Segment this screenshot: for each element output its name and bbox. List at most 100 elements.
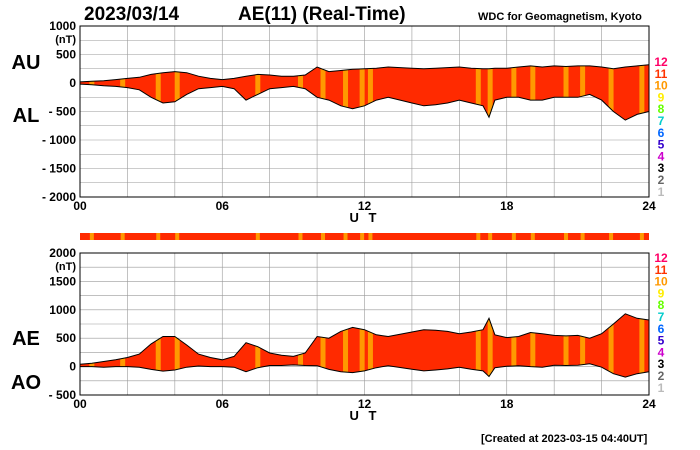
y-tick-label: - 500 [49,105,77,119]
series-line-au [79,64,650,83]
legend-item: 4 [658,149,665,163]
y-tick-label: 0 [69,360,76,374]
strip-mark [564,233,569,240]
stripe-mark [487,64,493,121]
y-tick-label: 0 [69,76,76,90]
stripe-mark [511,313,517,378]
stripe-mark [511,64,517,121]
plot-frame [79,25,650,198]
series-label-ae: AE [12,328,40,350]
stripe-mark [580,313,586,378]
strip-mark [120,233,125,240]
strip-mark [511,233,516,240]
legend-item: 6 [658,126,665,140]
unit-label: (nT) [55,261,76,273]
stripe-mark [174,64,180,121]
stripe-mark [320,313,326,378]
legend-item: 5 [658,334,665,348]
stripe-mark [580,64,586,121]
stripe-mark [155,64,161,121]
strip-mark [321,233,326,240]
stripe-mark [639,313,645,378]
stripe-mark [530,64,536,121]
activity-strip [80,233,649,240]
series-label-ao: AO [11,372,41,394]
legend-item: 3 [658,161,665,175]
legend-item: 5 [658,138,665,152]
legend-item: 8 [658,298,665,312]
plot-frame [79,252,650,396]
strip-mark [609,233,614,240]
date-title: 2023/03/14 [84,4,180,25]
legend-item: 9 [658,286,665,300]
legend-item: 11 [655,263,668,277]
legend-item: 3 [658,357,665,371]
legend-item: 7 [658,114,665,128]
legend-item: 1 [658,381,665,395]
x-tick-label: 24 [642,199,656,213]
y-tick-label: 500 [56,48,76,62]
stripe-mark [475,313,481,378]
stripe-mark [487,313,493,378]
y-tick-label: 500 [56,331,76,345]
stripe-mark [359,64,365,121]
series-line-al [79,83,650,121]
series-label-al: AL [13,105,40,127]
x-axis-title: U T [350,210,380,225]
x-tick-label: 24 [642,397,656,411]
strip-mark [89,233,94,240]
strip-mark [488,233,493,240]
stripe-mark [343,64,349,121]
legend-item: 10 [654,79,668,93]
legend-item: 1 [658,185,665,199]
ae-ao-plot: 2000 1500 1000 500 0 - 500 (nT) 00 06 12 18 24 U T AE… [11,246,656,423]
source-label: WDC for Geomagnetism, Kyoto [478,11,642,23]
legend-item: 8 [658,102,665,116]
stripe-mark [174,313,180,378]
x-tick-label: 00 [73,397,87,411]
series-line-ae [79,313,650,365]
stripe-mark [639,64,645,121]
legend-item: 2 [658,173,665,187]
unit-label: (nT) [55,34,76,46]
x-tick-label: 12 [358,397,372,411]
x-tick-label: 18 [500,397,514,411]
x-tick-label: 00 [73,199,87,213]
y-tick-label: - 2000 [42,190,76,204]
y-tick-label: - 1000 [42,133,76,147]
stripe-mark [475,64,481,121]
strip-mark [175,233,180,240]
stripe-mark [155,313,161,378]
strip-background [80,233,649,240]
y-tick-label: - 1500 [42,162,76,176]
x-tick-label: 18 [500,199,514,213]
stripe-mark [608,64,614,121]
legend-item: 9 [658,90,665,104]
strip-mark [156,233,161,240]
legend-item: 7 [658,310,665,324]
strip-mark [530,233,535,240]
strip-mark [580,233,585,240]
stripe-mark [563,64,569,121]
stripe-mark [343,313,349,378]
stripe-mark [367,64,373,121]
x-tick-label: 06 [216,397,230,411]
y-tick-label: 2000 [49,246,76,260]
series-line-ao [80,363,650,378]
stripe-mark [530,313,536,378]
legend-item: 12 [654,55,668,69]
x-tick-label: 06 [216,199,230,213]
strip-mark [255,233,260,240]
stripe-mark [608,313,614,378]
strip-mark [368,233,373,240]
created-timestamp: [Created at 2023-03-15 04:40UT] [481,433,648,445]
strip-mark [476,233,481,240]
strip-mark [298,233,303,240]
legend-item: 11 [655,67,668,81]
stripe-mark [359,313,365,378]
au-al-plot: 1000 500 0 - 500 - 1000 - 1500 - 2000 (nT) 00 06 1… [12,19,656,225]
series-label-au: AU [12,52,41,74]
